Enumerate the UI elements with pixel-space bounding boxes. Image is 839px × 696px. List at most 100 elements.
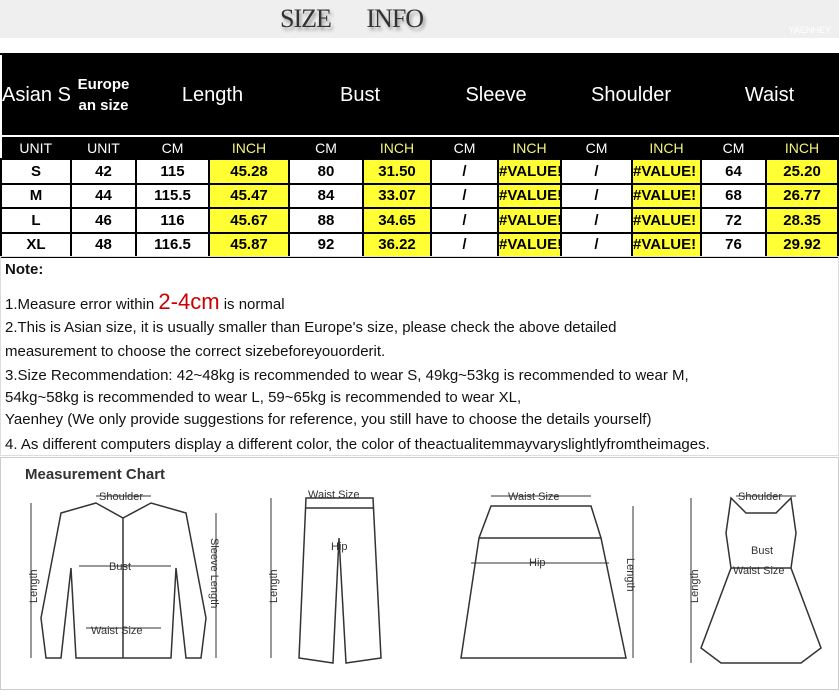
dress-shoulder-label: Shoulder: [738, 491, 782, 503]
measurement-chart: Measurement Chart Shoulder Bust Waist Si…: [0, 457, 839, 690]
table-cell: /: [430, 207, 500, 234]
table-cell: #VALUE!: [497, 158, 563, 185]
note-heading: Note:: [5, 261, 44, 278]
note-3a: 3.Size Recommendation: 42~48kg is recomm…: [5, 367, 689, 384]
pants-hip-label: Hip: [331, 541, 348, 553]
table-cell: #VALUE!: [631, 231, 703, 258]
table-cell: /: [560, 158, 634, 185]
skirt-hip-label: Hip: [529, 557, 546, 569]
table-cell: /: [560, 207, 634, 234]
table-cell: #VALUE!: [631, 182, 703, 209]
table-cell: 116: [135, 207, 210, 234]
unit-cell: INCH: [362, 135, 433, 160]
header-cell: Sleeve: [430, 53, 563, 137]
dress-waist-label: Waist Size: [733, 565, 785, 577]
note-1-highlight: 2-4cm: [158, 289, 220, 314]
skirt-waist-label: Waist Size: [508, 491, 560, 503]
table-cell: 115: [135, 158, 210, 185]
table-cell: 29.92: [765, 231, 839, 258]
shirt-diagram: Shoulder Bust Waist Size Length Sleeve L…: [28, 491, 220, 659]
header-cell: Europe an size: [70, 53, 137, 137]
unit-row: UNIT UNIT CM INCH CM INCH CM INCH CM INCH CM INCH: [0, 135, 839, 160]
table-cell: #VALUE!: [497, 182, 563, 209]
table-cell: /: [430, 182, 500, 209]
shoulder-label: Shoulder: [99, 491, 143, 503]
table-cell: #VALUE!: [631, 158, 703, 185]
notes-section: Note: 1.Measure error within 2-4cm is no…: [0, 256, 839, 456]
table-cell: M: [0, 182, 72, 209]
table-cell: 115.5: [135, 182, 210, 209]
header-cell: Waist: [700, 53, 839, 137]
unit-cell: INCH: [765, 135, 839, 160]
unit-cell: CM: [560, 135, 634, 160]
table-cell: 48: [70, 231, 137, 258]
table-cell: /: [430, 158, 500, 185]
table-cell: 80: [288, 158, 365, 185]
note-2a: 2.This is Asian size, it is usually smal…: [5, 319, 617, 336]
table-cell: /: [560, 182, 634, 209]
table-cell: 34.65: [362, 207, 433, 234]
dress-bust-label: Bust: [751, 545, 773, 557]
chart-title: Measurement Chart: [25, 466, 166, 483]
note-3c: Yaenhey (We only provide suggestions for…: [5, 411, 652, 428]
watermark: YAENHEY: [788, 25, 831, 35]
unit-cell: INCH: [631, 135, 703, 160]
table-cell: #VALUE!: [497, 207, 563, 234]
size-table: Asian SizeEurope an sizeLengthBustSleeve…: [0, 53, 839, 258]
unit-cell: CM: [288, 135, 365, 160]
table-cell: 45.87: [207, 231, 291, 258]
dress-length-label: Length: [689, 569, 701, 603]
header-cell: Bust: [288, 53, 433, 137]
table-cell: L: [0, 207, 72, 234]
table-cell: 31.50: [362, 158, 433, 185]
garment-diagrams: Shoulder Bust Waist Size Length Sleeve L…: [28, 489, 822, 664]
header-cell: Shoulder: [560, 53, 703, 137]
skirt-length-label: Length: [624, 558, 636, 592]
banner: SIZE INFO YAENHEY: [0, 0, 839, 38]
table-row: M 44 115.5 45.47 84 33.07/#VALUE! / #VALUE! 68 26…: [0, 182, 839, 209]
note-1: 1.Measure error within 2-4cm is normal: [5, 289, 285, 315]
unit-cell: INCH: [208, 135, 291, 160]
note-4: 4. As different computers display a diff…: [5, 436, 710, 453]
table-cell: 72: [700, 207, 768, 234]
table-cell: 33.07: [362, 182, 433, 209]
note-3b: 54kg~58kg is recommended to wear L, 59~6…: [5, 389, 522, 406]
table-cell: 76: [700, 231, 768, 258]
unit-cell: CM: [700, 135, 768, 160]
table-cell: 116.5: [135, 231, 210, 258]
table-cell: 26.77: [765, 182, 839, 209]
waist-label: Waist Size: [91, 625, 143, 637]
dress-diagram: Shoulder Bust Waist Size Length: [689, 491, 822, 664]
table-cell: /: [430, 231, 500, 258]
length-label: Length: [28, 569, 40, 603]
table-cell: 84: [288, 182, 365, 209]
unit-cell: INCH: [497, 135, 563, 160]
table-cell: 36.22: [362, 231, 433, 258]
pants-length-label: Length: [268, 569, 280, 603]
table-cell: 92: [288, 231, 365, 258]
table-cell: 42: [70, 158, 137, 185]
note-1-tail: is normal: [219, 296, 285, 313]
table-cell: 64: [700, 158, 768, 185]
table-row: XL 48 116.5 45.87 92 36.22/#VALUE! / #VALUE! 76 2…: [0, 231, 839, 258]
table-cell: S: [0, 158, 72, 185]
unit-cell: CM: [135, 135, 210, 160]
table-cell: #VALUE!: [631, 207, 703, 234]
unit-cell: CM: [430, 135, 500, 160]
table-cell: 25.20: [765, 158, 839, 185]
note-1-text: 1.Measure error within: [5, 296, 159, 313]
unit-cell: UNIT: [70, 135, 137, 160]
skirt-diagram: Waist Size Hip Length: [460, 491, 636, 659]
note-2b: measurement to choose the correct sizebe…: [5, 343, 386, 360]
table-cell: 46: [70, 207, 137, 234]
table-cell: 45.47: [207, 182, 291, 209]
table-cell: 45.67: [207, 207, 291, 234]
pants-waist-label: Waist Size: [308, 489, 360, 501]
table-cell: 28.35: [765, 207, 839, 234]
header-cell: Asian Size: [0, 53, 72, 137]
table-row: S 42 115 45.28 80 31.50/#VALUE! / #VALUE! 64 25.2…: [0, 158, 839, 185]
table-cell: /: [560, 231, 634, 258]
page-title: SIZE INFO: [280, 4, 424, 33]
sleeve-label: Sleeve Length: [208, 538, 220, 608]
bust-label: Bust: [109, 561, 131, 573]
